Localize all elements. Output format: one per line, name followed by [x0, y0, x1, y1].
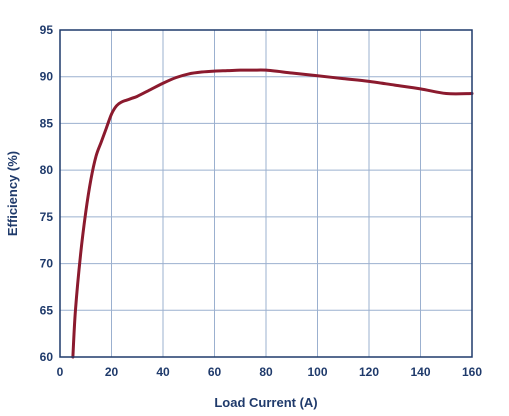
y-tick-label: 65: [40, 303, 54, 317]
x-tick-label: 100: [307, 365, 327, 379]
plot-frame: [59, 29, 473, 358]
x-axis-ticks: 0 20 40 60 80 100 120 140 160: [57, 365, 483, 379]
y-tick-label: 70: [40, 257, 54, 271]
y-tick-label: 95: [40, 23, 54, 37]
y-tick-label: 75: [40, 210, 54, 224]
y-tick-label: 80: [40, 163, 54, 177]
x-tick-label: 60: [208, 365, 222, 379]
x-tick-label: 160: [462, 365, 482, 379]
x-tick-label: 40: [156, 365, 170, 379]
grid-lines: [60, 30, 472, 357]
x-tick-label: 20: [105, 365, 119, 379]
x-tick-label: 0: [57, 365, 64, 379]
y-axis-ticks: 60 65 70 75 80 85 90 95: [40, 23, 54, 364]
x-tick-label: 80: [259, 365, 273, 379]
y-axis-title: Efficiency (%): [5, 151, 20, 236]
x-tick-label: 140: [410, 365, 430, 379]
x-tick-label: 120: [359, 365, 379, 379]
y-tick-label: 85: [40, 116, 54, 130]
y-tick-label: 60: [40, 350, 54, 364]
efficiency-line: [71, 68, 474, 359]
x-axis-title: Load Current (A): [214, 395, 317, 410]
y-tick-label: 90: [40, 70, 54, 84]
